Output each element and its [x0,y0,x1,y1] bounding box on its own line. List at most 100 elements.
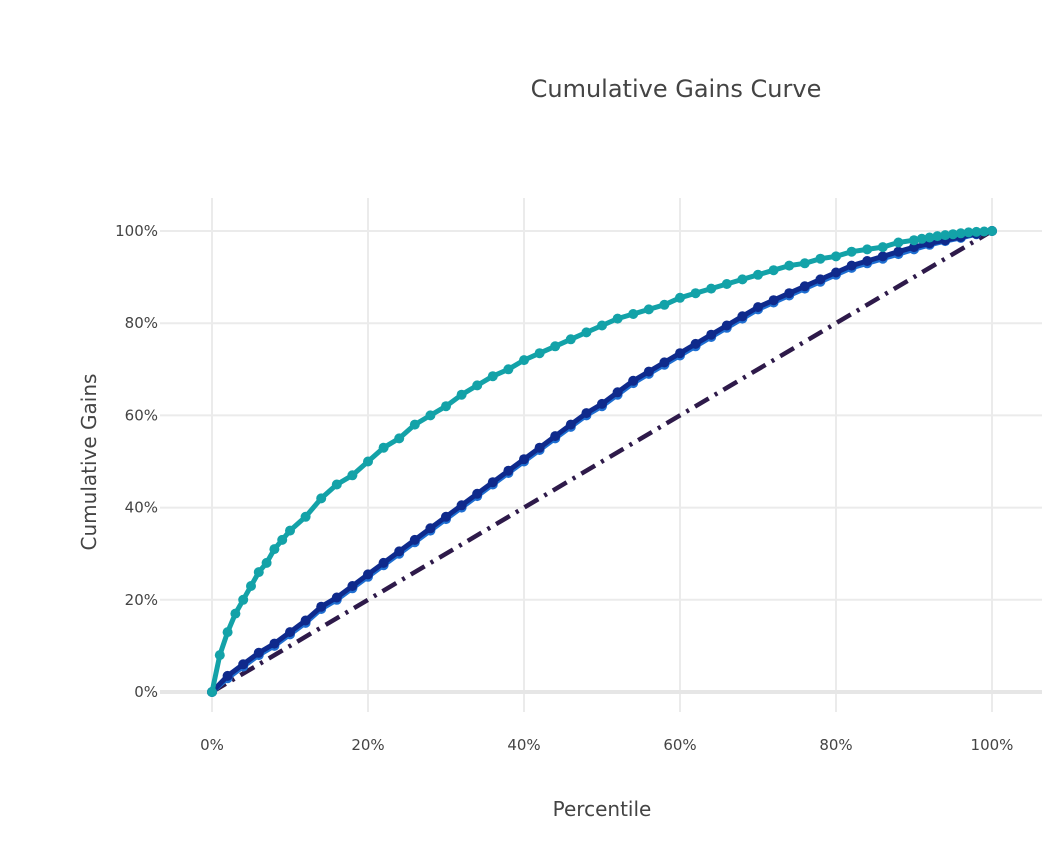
data-point [285,627,295,638]
data-point [222,627,233,638]
data-point [207,687,217,697]
data-point [378,442,389,453]
data-point [932,231,943,242]
data-point [768,265,779,276]
data-point [394,546,405,557]
data-point [550,341,561,352]
data-point [971,226,982,237]
data-point [316,493,327,504]
data-point [347,470,358,481]
data-point [721,279,732,289]
data-point [409,419,420,430]
data-point [597,320,607,331]
y-tick-label: 0% [134,683,158,701]
data-point [987,226,997,236]
data-point [784,260,795,271]
data-point [737,311,748,322]
data-point [472,488,483,499]
data-point [706,329,717,340]
data-point [721,320,732,331]
x-tick-label: 80% [819,736,852,754]
data-point [753,302,763,313]
data-point [862,244,873,255]
data-point [690,338,701,349]
data-point [955,228,966,239]
data-point [503,364,514,375]
data-point [222,670,233,681]
data-point [519,454,529,465]
data-point [597,398,607,409]
data-point [963,227,974,238]
series-3 [210,229,994,694]
data-point [331,479,342,490]
x-axis-title: Percentile [553,797,652,821]
data-point [815,274,826,285]
data-point [441,401,451,412]
data-point [643,366,654,377]
data-point [425,410,436,421]
data-point [753,269,763,280]
y-tick-labels: 0% 20% 40% 60% 80% 100% [115,222,158,701]
data-point [799,281,810,292]
data-point [456,500,467,511]
data-point [643,304,654,315]
data-point [238,594,249,605]
data-point [581,327,592,338]
x-tick-label: 100% [971,736,1014,754]
y-axis-title: Cumulative Gains [77,374,101,551]
data-point [628,309,639,319]
x-tick-label: 40% [507,736,540,754]
data-point [659,357,670,368]
data-point [815,253,826,264]
data-point [784,288,795,299]
y-tick-label: 60% [125,406,158,424]
data-point [331,592,342,603]
data-point [909,242,919,253]
series-line [210,229,994,694]
data-point [628,375,639,386]
data-point [277,534,288,545]
data-point [363,569,373,580]
data-point [394,433,405,444]
x-tick-label: 60% [663,736,696,754]
data-point [612,313,623,324]
data-point [768,295,779,306]
data-point [316,601,327,612]
data-point [940,230,951,241]
data-point [799,258,810,269]
data-point [979,226,990,237]
data-point [924,232,935,243]
data-point [909,235,919,246]
data-point [425,523,436,534]
y-tick-label: 80% [125,314,158,332]
data-point [831,251,841,262]
chart-title: Cumulative Gains Curve [531,75,822,103]
data-point [565,419,576,430]
data-point [893,237,904,248]
data-point [675,292,685,303]
data-point [706,283,717,294]
data-point [269,638,280,649]
data-point [534,348,545,359]
data-point [409,534,420,545]
data-point [441,511,451,522]
data-point [581,408,592,419]
data-point [893,246,904,257]
data-point [300,511,311,522]
data-point [846,246,857,257]
y-tick-label: 40% [125,499,158,517]
data-point [253,567,264,578]
grid [160,198,1042,712]
data-point [363,456,373,467]
data-point [285,525,295,536]
data-point [846,260,857,271]
data-point [519,355,529,366]
series-group [207,226,997,697]
x-tick-label: 20% [351,736,384,754]
data-point [300,615,311,626]
data-point [948,229,958,240]
data-point [550,431,561,442]
x-tick-label: 0% [200,736,224,754]
data-point [261,557,272,568]
